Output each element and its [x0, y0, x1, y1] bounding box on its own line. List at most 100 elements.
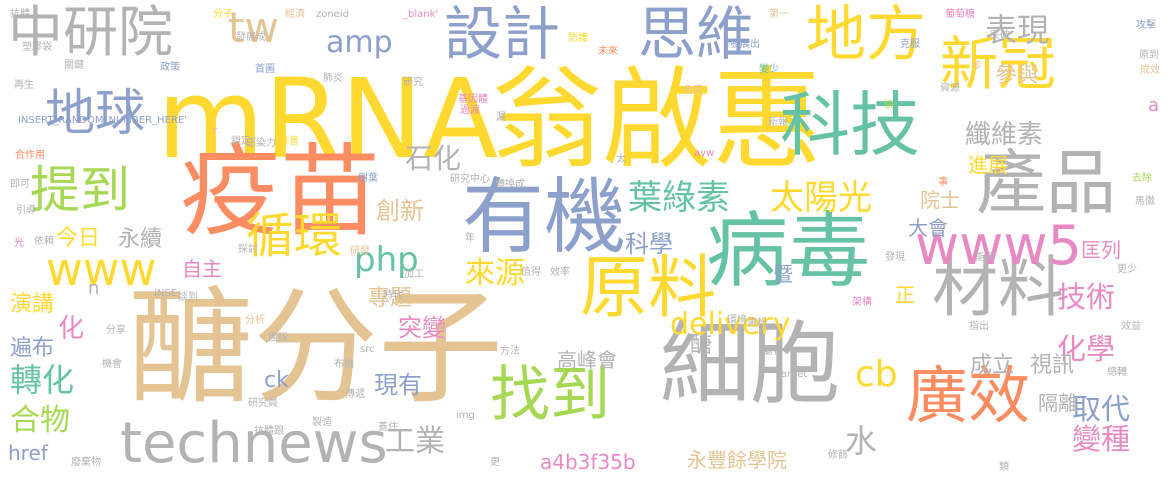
cloud-word: 廢棄物	[71, 457, 101, 468]
cloud-word: delivery	[670, 307, 791, 342]
cloud-word: target	[777, 369, 808, 380]
cloud-word: www	[46, 243, 157, 296]
cloud-word: 提到	[30, 161, 130, 219]
cloud-word: 新冠	[940, 30, 1057, 98]
cloud-word: 角度	[683, 85, 703, 96]
cloud-word: 纖維素	[965, 120, 1044, 150]
cloud-word: 團隊	[268, 333, 288, 344]
cloud-word: 中研院	[8, 0, 174, 64]
cloud-word: 攻擊	[1136, 20, 1156, 31]
cloud-word: 有機	[462, 170, 627, 265]
cloud-word: mRNA	[157, 55, 499, 183]
cloud-word: 材料	[932, 249, 1064, 326]
cloud-word: 首圖	[255, 64, 275, 75]
cloud-word: 事	[938, 177, 948, 188]
cloud-word: 化	[58, 314, 85, 344]
cloud-word: 製造	[312, 417, 332, 428]
cloud-word: 隔離	[1038, 391, 1078, 415]
cloud-word: 更	[490, 457, 500, 468]
cloud-word: ck	[264, 368, 289, 393]
cloud-word: 研究員	[248, 398, 278, 409]
cloud-word: a	[1148, 95, 1160, 116]
cloud-word: 快	[884, 100, 894, 111]
cloud-word: 即可	[10, 179, 30, 190]
cloud-word: 技術	[1057, 280, 1116, 314]
cloud-word: tw	[228, 3, 279, 52]
cloud-word: 進展	[968, 153, 1008, 177]
cloud-word: 指出	[969, 321, 989, 332]
cloud-word: 研發	[350, 246, 370, 257]
cloud-word: 永續	[118, 227, 163, 252]
cloud-word: 今日	[56, 226, 101, 251]
cloud-word: avw	[694, 148, 715, 159]
cloud-word: 傳遞	[345, 389, 365, 400]
cloud-word: 自主	[182, 257, 222, 281]
cloud-word: 原到	[1139, 50, 1159, 61]
cloud-word: 創新	[376, 197, 424, 225]
cloud-word: 病毒	[706, 204, 871, 299]
cloud-word: 發展成	[236, 32, 266, 43]
cloud-word: 轉化	[10, 361, 75, 399]
cloud-word: 原料	[580, 249, 717, 328]
cloud-word: 總轉	[1107, 367, 1127, 378]
cloud-word: 第一	[769, 9, 789, 20]
cloud-word: 永豐餘學院	[687, 448, 787, 472]
cloud-word: 抗體	[10, 9, 30, 20]
cloud-word: 葡萄糖	[945, 9, 975, 20]
cloud-word: 地球	[45, 84, 145, 142]
cloud-word: php	[354, 240, 419, 280]
cloud-word: 變少	[759, 64, 779, 75]
cloud-word: 廣效	[906, 359, 1031, 432]
cloud-word: 思維	[638, 0, 755, 68]
cloud-word: 發展出	[730, 39, 760, 50]
cloud-word: 參與	[995, 63, 1040, 88]
cloud-word: 引導	[16, 205, 36, 216]
cloud-word: 正	[895, 283, 915, 307]
cloud-word: 架構	[852, 297, 872, 308]
cloud-word: 大會	[908, 216, 948, 240]
cloud-word: 布融	[334, 359, 354, 370]
cloud-word: 表現	[985, 11, 1050, 49]
cloud-word: 太陽光	[770, 178, 872, 218]
cloud-word: 新報	[768, 117, 788, 128]
cloud-word: 更少	[1117, 264, 1137, 275]
cloud-word: 時代	[383, 290, 403, 301]
cloud-word: 分享	[106, 325, 126, 336]
cloud-word: 經濟	[285, 9, 305, 20]
cloud-word: 肺炎	[323, 73, 343, 84]
cloud-word: 醣化	[763, 346, 783, 357]
cloud-word: 研究中心	[450, 174, 490, 185]
cloud-word: 漏	[496, 112, 506, 123]
cloud-word: 工業	[385, 424, 445, 459]
cloud-word: href	[8, 441, 48, 465]
cloud-word: 產品	[976, 142, 1116, 224]
cloud-word: 找到	[490, 360, 610, 430]
cloud-word: 方法	[500, 346, 520, 357]
cloud-word: 院士	[920, 188, 960, 212]
cloud-word: 效益	[1121, 321, 1141, 332]
cloud-word: 突變	[398, 314, 446, 342]
cloud-word: 資源	[940, 83, 960, 94]
cloud-word: 基因體	[458, 94, 488, 105]
cloud-word: _blank'	[403, 9, 439, 20]
cloud-word: 發現	[885, 252, 905, 263]
cloud-word: 效率	[550, 267, 570, 278]
cloud-word: 設計	[444, 0, 561, 68]
cloud-word: 值得	[521, 267, 541, 278]
cloud-word: 過渡	[460, 105, 480, 116]
cloud-word: 加工	[404, 269, 424, 280]
cloud-word: cb	[855, 354, 898, 395]
cloud-word: src	[360, 344, 375, 355]
cloud-word: 探討	[238, 244, 258, 255]
cloud-word: 葉綠素	[628, 178, 730, 218]
cloud-word: 成效	[1140, 65, 1160, 76]
cloud-word: 化學	[1057, 332, 1116, 366]
cloud-word: amp	[326, 25, 393, 60]
cloud-word: 類	[999, 462, 1009, 473]
cloud-word: 轉換成	[495, 179, 525, 190]
cloud-word: 水	[845, 422, 878, 460]
cloud-word: 分子	[213, 9, 233, 20]
cloud-word: 馬徽	[1135, 196, 1155, 207]
cloud-word: 依賴	[34, 236, 54, 247]
